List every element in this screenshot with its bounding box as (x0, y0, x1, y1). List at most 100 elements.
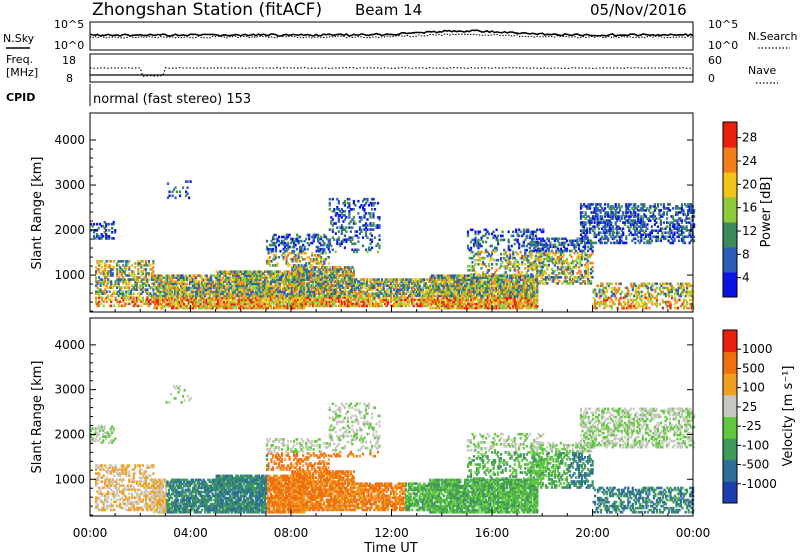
scatter-cell (400, 300, 403, 304)
scatter-cell (334, 270, 337, 273)
scatter-cell (409, 278, 412, 281)
scatter-cell (292, 296, 295, 300)
scatter-cell (259, 306, 262, 310)
scatter-cell (99, 264, 102, 267)
scatter-cell (104, 266, 107, 269)
scatter-cell (532, 280, 535, 283)
scatter-cell (192, 290, 195, 294)
scatter-cell (125, 266, 128, 269)
scatter-cell (427, 302, 430, 306)
scatter-cell (506, 304, 509, 308)
scatter-cell (322, 280, 325, 283)
scatter-cell (275, 274, 279, 277)
scatter-cell (137, 298, 140, 302)
scatter-cell (360, 228, 363, 231)
scatter-cell (147, 300, 150, 304)
scatter-cell (187, 294, 190, 298)
scatter-cell (244, 304, 247, 308)
scatter-cell (474, 296, 477, 300)
scatter-cell (521, 271, 524, 274)
scatter-cell (485, 288, 488, 292)
scatter-cell (357, 248, 360, 252)
scatter-cell (190, 288, 193, 292)
scatter-cell (316, 282, 319, 285)
scatter-cell (471, 290, 474, 294)
scatter-cell (213, 274, 216, 277)
scatter-cell (242, 288, 245, 292)
scatter-cell (547, 247, 550, 251)
scatter-cell (453, 278, 456, 282)
scatter-cell (163, 282, 166, 286)
scatter-cell (349, 298, 352, 302)
scatter-cell (384, 280, 387, 283)
scatter-cell (469, 246, 473, 250)
scatter-cell (309, 280, 312, 283)
scatter-cell (472, 265, 476, 268)
scatter-cell (108, 286, 111, 289)
scatter-cell (336, 282, 339, 285)
scatter-cell (260, 290, 263, 294)
scatter-cell (444, 304, 447, 308)
scatter-cell (521, 306, 524, 310)
scatter-cell (312, 266, 315, 269)
scatter-cell (137, 260, 140, 263)
scatter-cell (266, 292, 270, 296)
scatter-cell (351, 266, 354, 269)
scatter-cell (390, 292, 393, 295)
scatter-cell (482, 292, 485, 296)
scatter-cell (170, 294, 174, 298)
scatter-cell (489, 302, 492, 306)
scatter-cell (125, 294, 128, 298)
scatter-cell (229, 300, 232, 304)
scatter-cell (441, 304, 444, 308)
scatter-cell (439, 274, 442, 277)
scatter-cell (471, 294, 474, 298)
scatter-cell (176, 298, 180, 302)
scatter-cell (474, 288, 477, 292)
scatter-cell (152, 278, 155, 282)
scatter-cell (256, 298, 259, 302)
scatter-cell (227, 280, 230, 284)
scatter-cell (387, 284, 390, 287)
scatter-cell (319, 302, 322, 306)
scatter-cell (163, 280, 166, 284)
scatter-cell (478, 300, 482, 304)
scatter-cell (516, 232, 519, 236)
scatter-cell (262, 292, 265, 296)
scatter-cell (501, 300, 504, 304)
scatter-cell (283, 290, 286, 294)
scatter-cell (489, 276, 492, 280)
scatter-cell (518, 304, 521, 308)
scatter-cell (500, 282, 503, 286)
scatter-cell (269, 280, 273, 284)
scatter-cell (333, 286, 336, 289)
scatter-cell (336, 272, 339, 275)
scatter-cell (236, 286, 239, 290)
scatter-cell (400, 284, 403, 287)
scatter-cell (463, 294, 467, 298)
scatter-cell (355, 250, 358, 254)
scatter-cell (175, 300, 178, 304)
scatter-cell (272, 286, 276, 290)
scatter-cell (498, 296, 501, 300)
scatter-cell (186, 278, 189, 282)
scatter-cell (411, 300, 414, 304)
scatter-cell (98, 268, 101, 271)
scatter-cell (448, 300, 451, 304)
scatter-cell (101, 298, 104, 302)
scatter-cell (247, 286, 250, 290)
scatter-cell (170, 296, 174, 300)
scatter-cell (119, 260, 122, 263)
scatter-cell (561, 249, 564, 253)
scatter-cell (447, 278, 450, 282)
scatter-cell (95, 296, 98, 300)
scatter-cell (233, 290, 236, 294)
scatter-cell (116, 282, 119, 285)
scatter-cell (346, 284, 349, 287)
scatter-cell (134, 304, 137, 308)
scatter-cell (397, 302, 400, 306)
scatter-cell (179, 296, 183, 300)
scatter-cell (152, 276, 155, 280)
scatter-cell (466, 244, 470, 248)
scatter-cell (111, 286, 114, 289)
